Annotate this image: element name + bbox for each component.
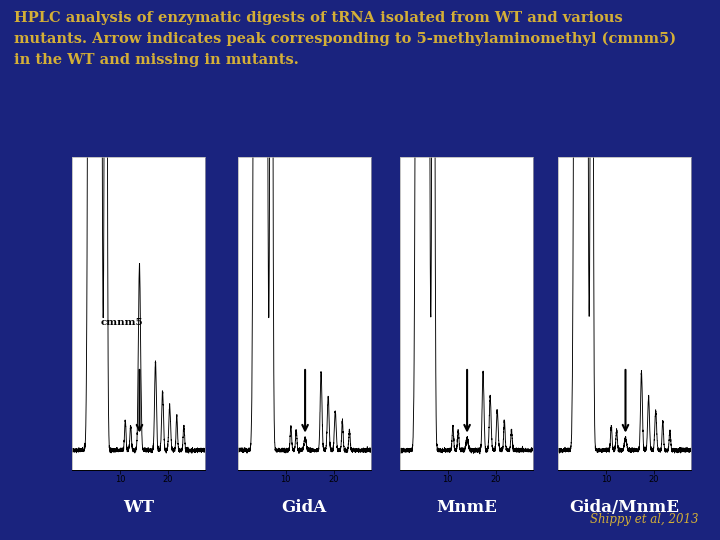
Text: cmnm5: cmnm5 bbox=[100, 319, 143, 327]
Text: GidA: GidA bbox=[282, 500, 327, 516]
Text: Gida/MnmE: Gida/MnmE bbox=[570, 500, 680, 516]
Text: Shippy et al, 2013: Shippy et al, 2013 bbox=[590, 514, 698, 526]
Text: MnmE: MnmE bbox=[436, 500, 497, 516]
Text: WT: WT bbox=[123, 500, 154, 516]
Text: HPLC analysis of enzymatic digests of tRNA isolated from WT and various
mutants.: HPLC analysis of enzymatic digests of tR… bbox=[14, 11, 677, 67]
